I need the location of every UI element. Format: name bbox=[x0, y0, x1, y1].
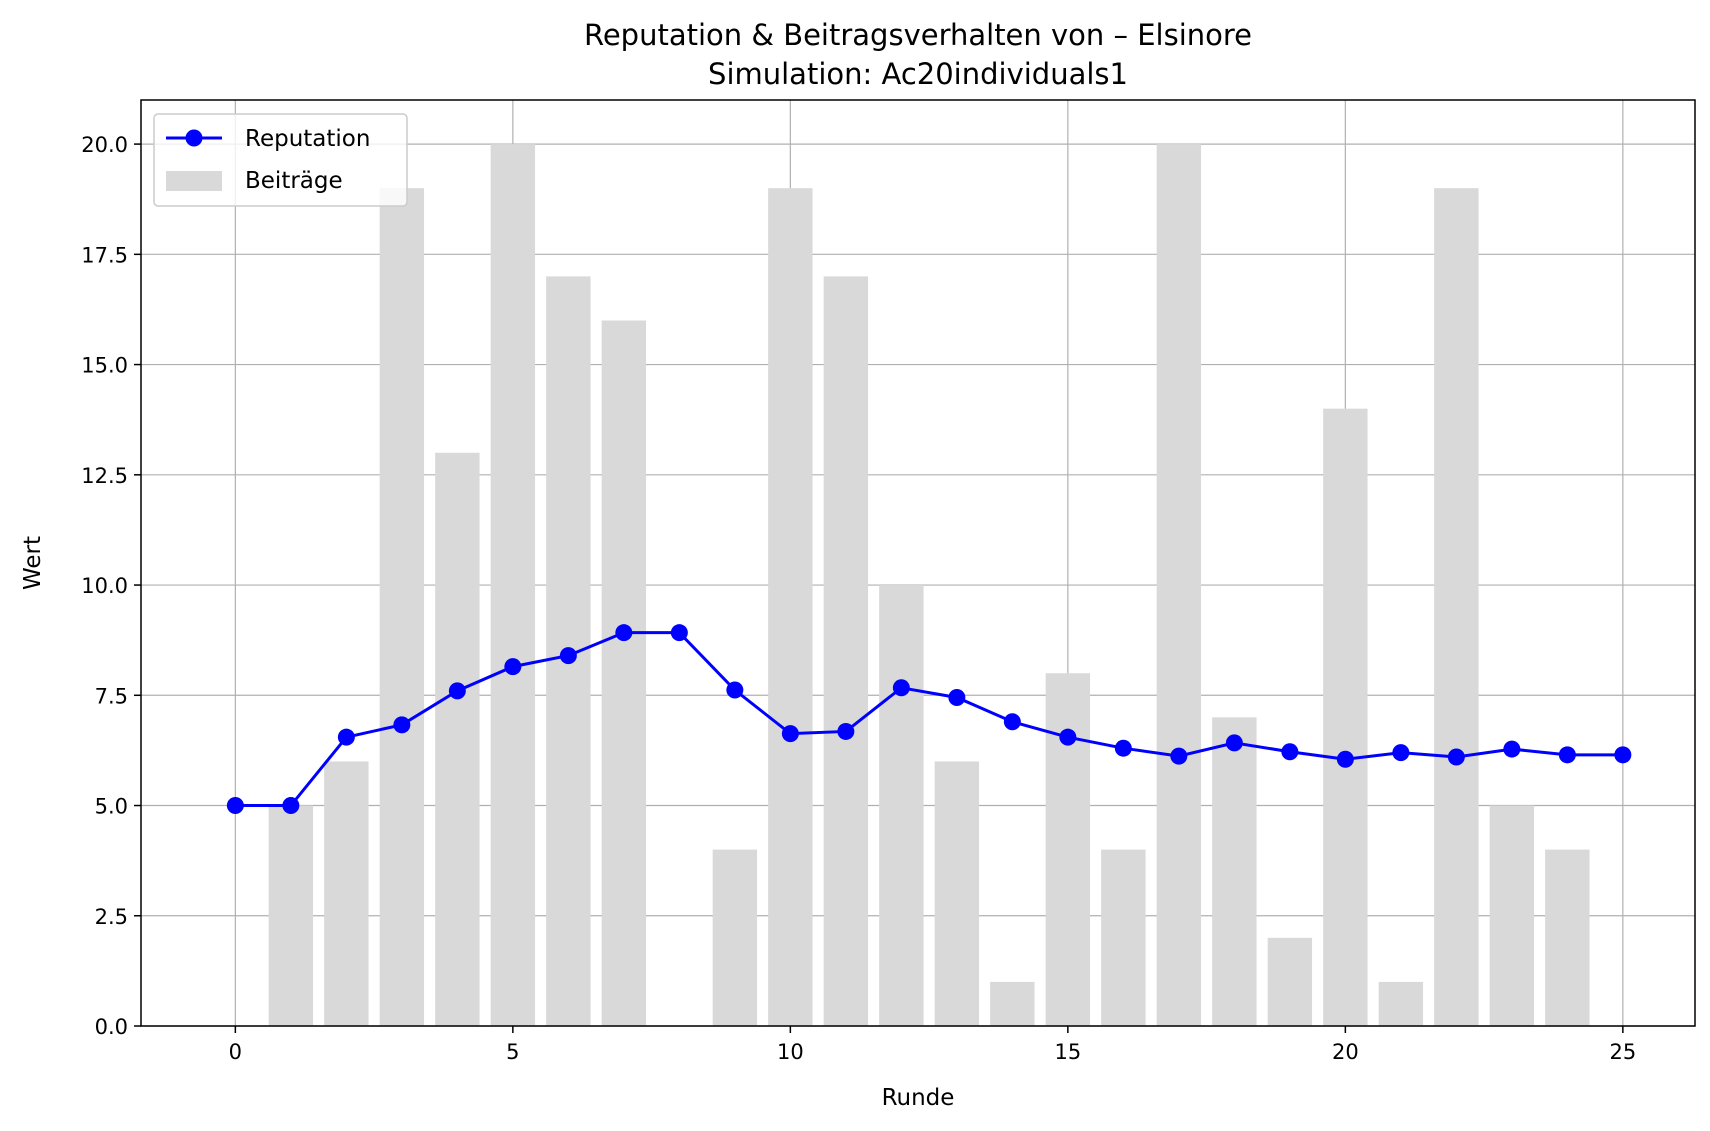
bar bbox=[823, 276, 869, 1026]
reputation-point bbox=[226, 797, 244, 815]
reputation-point bbox=[1447, 748, 1465, 766]
x-tick-label: 25 bbox=[1609, 1040, 1636, 1064]
plot-frame bbox=[140, 99, 1696, 1027]
bar bbox=[1545, 849, 1590, 1026]
reputation-point bbox=[670, 624, 688, 642]
bar bbox=[1378, 981, 1424, 1026]
bar bbox=[601, 320, 647, 1026]
y-tick-label: 17.5 bbox=[81, 243, 128, 267]
reputation-point bbox=[948, 688, 966, 706]
reputation-point bbox=[504, 658, 522, 676]
bar bbox=[1323, 408, 1368, 1027]
reputation-point bbox=[837, 722, 855, 740]
reputation-point bbox=[781, 725, 799, 743]
reputation-point bbox=[1225, 734, 1243, 752]
reputation-point bbox=[1059, 728, 1077, 746]
bar bbox=[268, 805, 314, 1026]
bar bbox=[1156, 144, 1202, 1027]
y-tick-label: 15.0 bbox=[81, 354, 128, 378]
bar bbox=[934, 761, 980, 1026]
y-tick-label: 5.0 bbox=[95, 795, 128, 819]
reputation-point bbox=[1336, 750, 1354, 768]
line-series bbox=[226, 624, 1632, 815]
reputation-point bbox=[1003, 713, 1021, 731]
bar bbox=[712, 849, 758, 1026]
reputation-point bbox=[892, 679, 910, 697]
reputation-point bbox=[337, 728, 355, 746]
reputation-point bbox=[726, 681, 744, 699]
y-axis-label: Wert bbox=[20, 536, 46, 590]
legend-beitraege-label: Beiträge bbox=[245, 168, 343, 194]
bar bbox=[1267, 937, 1313, 1026]
bar bbox=[1045, 673, 1091, 1026]
legend-reputation-label: Reputation bbox=[245, 126, 370, 152]
x-tick-label: 10 bbox=[777, 1040, 804, 1064]
reputation-point bbox=[1503, 740, 1521, 758]
x-tick-label: 0 bbox=[229, 1040, 242, 1064]
bar bbox=[1434, 188, 1479, 1026]
legend-beitraege-swatch bbox=[166, 171, 222, 191]
reputation-point bbox=[1114, 739, 1132, 757]
reputation-point bbox=[1558, 746, 1576, 764]
legend-reputation-marker bbox=[185, 129, 203, 147]
bar bbox=[1101, 849, 1146, 1026]
reputation-point bbox=[448, 682, 466, 700]
reputation-point bbox=[1170, 747, 1188, 765]
x-tick-label: 5 bbox=[506, 1040, 519, 1064]
bar bbox=[768, 188, 813, 1026]
chart-subtitle: Simulation: Ac20individuals1 bbox=[708, 57, 1128, 91]
y-tick-label: 0.0 bbox=[95, 1015, 128, 1039]
bar bbox=[879, 585, 924, 1026]
x-axis-ticks: 0 5 10 15 20 25 bbox=[229, 1026, 1636, 1064]
x-tick-label: 15 bbox=[1054, 1040, 1081, 1064]
reputation-point bbox=[1281, 743, 1299, 761]
reputation-point bbox=[282, 797, 300, 815]
x-axis-label: Runde bbox=[882, 1085, 955, 1111]
y-axis-ticks: 0.0 2.5 5.0 7.5 10.0 12.5 15.0 17.5 20.0 bbox=[81, 133, 141, 1039]
reputation-point bbox=[559, 647, 577, 665]
y-tick-label: 10.0 bbox=[81, 574, 128, 598]
y-tick-label: 12.5 bbox=[81, 464, 128, 488]
bar bbox=[435, 452, 480, 1026]
y-tick-label: 2.5 bbox=[95, 905, 128, 929]
legend: Reputation Beiträge bbox=[153, 113, 408, 207]
chart-title: Reputation & Beitragsverhalten von – Els… bbox=[584, 18, 1252, 52]
y-tick-label: 20.0 bbox=[81, 133, 128, 157]
bar bbox=[990, 981, 1035, 1026]
bar-series bbox=[268, 144, 1590, 1027]
bar bbox=[1212, 717, 1257, 1026]
bar bbox=[1489, 805, 1535, 1026]
bar bbox=[324, 761, 369, 1026]
x-tick-label: 20 bbox=[1332, 1040, 1359, 1064]
y-tick-label: 7.5 bbox=[95, 684, 128, 708]
reputation-point bbox=[1614, 746, 1632, 764]
bar bbox=[379, 188, 425, 1026]
reputation-point bbox=[615, 624, 633, 642]
reputation-point bbox=[393, 716, 411, 734]
reputation-point bbox=[1392, 744, 1410, 762]
reputation-line bbox=[235, 631, 1623, 808]
bar bbox=[490, 144, 536, 1027]
